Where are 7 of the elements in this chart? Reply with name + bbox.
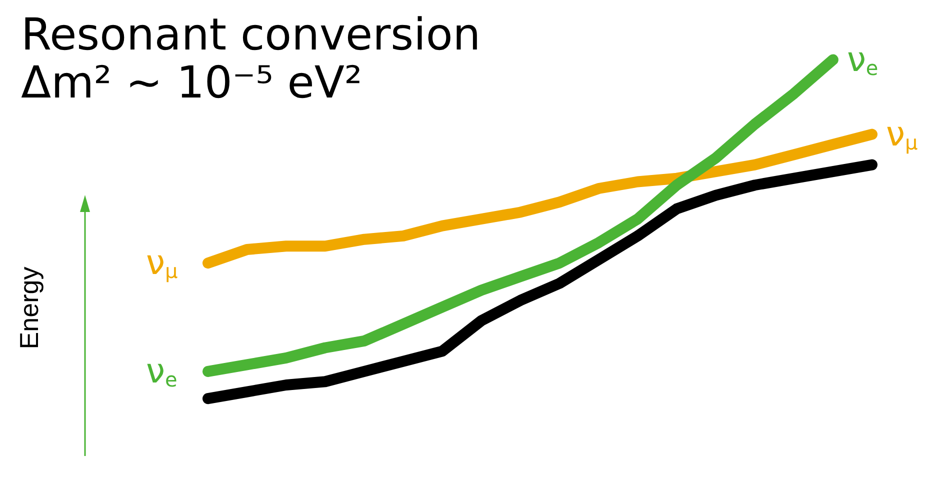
chart-subtitle: Δm² ~ 10⁻⁵ eV² — [21, 58, 362, 108]
text: Energy — [14, 266, 44, 350]
text: νe — [146, 351, 178, 392]
series-label: νμ — [886, 114, 918, 154]
series-label: νe — [846, 40, 878, 80]
text: νμ — [146, 243, 178, 284]
chart-title: Resonant conversion — [21, 10, 481, 60]
